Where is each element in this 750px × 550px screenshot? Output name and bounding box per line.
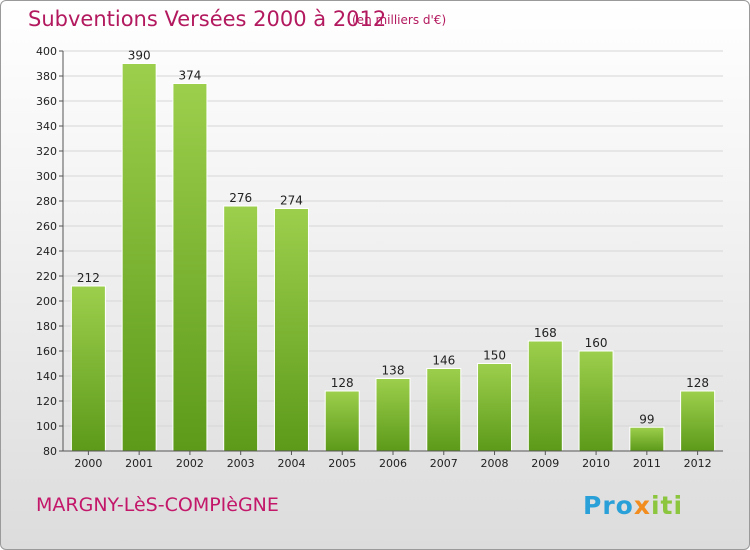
data-label-2011: 99 [639,412,654,426]
x-tick-label: 2004 [277,457,305,470]
bar-2005 [324,390,360,452]
data-label-2007: 146 [432,354,455,368]
y-tick-label: 160 [36,345,57,358]
data-label-2002: 374 [178,69,201,83]
x-tick-label: 2005 [328,457,356,470]
bar-2006 [375,378,411,452]
x-tick-label: 2006 [379,457,407,470]
y-tick-label: 260 [36,220,57,233]
bar-2008 [477,363,513,452]
x-tick-label: 2007 [430,457,458,470]
bar-2003 [223,205,259,452]
x-tick-label: 2001 [125,457,153,470]
bar-2007 [426,368,462,452]
proxiti-logo: Proxiti [583,491,684,520]
y-tick-label: 200 [36,295,57,308]
data-label-2009: 168 [534,326,557,340]
bar-2002 [172,83,208,452]
bar-2009 [527,340,563,452]
y-tick-label: 100 [36,420,57,433]
axes [59,50,723,455]
x-tick-label: 2010 [582,457,610,470]
y-tick-label: 280 [36,195,57,208]
data-label-2012: 128 [686,376,709,390]
bar-2000 [70,285,106,452]
x-tick-labels: 2000 2001 2002 2003 2004 2005 2006 2007 2008 2009… [74,457,711,470]
x-tick-label: 2002 [176,457,204,470]
data-label-2000: 212 [77,271,100,285]
bar-2001 [121,63,157,452]
y-tick-label: 120 [36,395,57,408]
x-tick-label: 2009 [531,457,559,470]
data-label-2003: 276 [229,191,252,205]
data-label-2004: 274 [280,194,303,208]
x-tick-label: 2000 [74,457,102,470]
place-name: MARGNY-LèS-COMPIèGNE [36,494,279,516]
y-tick-label: 360 [36,95,57,108]
bars [70,63,716,452]
x-tick-label: 2003 [227,457,255,470]
y-tick-labels: 80 100 120 140 160 180 200 220 240 260 280 300 320 34… [36,45,57,458]
data-label-2001: 390 [128,49,151,63]
y-tick-label: 180 [36,320,57,333]
x-tick-label: 2012 [684,457,712,470]
data-label-2006: 138 [382,364,405,378]
y-tick-label: 240 [36,245,57,258]
y-tick-label: 80 [43,445,57,458]
bar-2004 [273,208,309,452]
y-tick-label: 220 [36,270,57,283]
y-tick-label: 380 [36,70,57,83]
y-tick-label: 300 [36,170,57,183]
x-tick-label: 2008 [481,457,509,470]
x-tick-label: 2011 [633,457,661,470]
bar-2010 [578,350,614,452]
chart-title: Subventions Versées 2000 à 2012 [28,7,387,31]
y-tick-label: 320 [36,145,57,158]
y-tick-label: 400 [36,45,57,58]
y-tick-label: 140 [36,370,57,383]
bar-2011 [629,426,665,452]
data-label-2010: 160 [585,336,608,350]
data-label-2005: 128 [331,376,354,390]
bar-2012 [680,390,716,452]
data-label-2008: 150 [483,349,506,363]
data-labels: 212 390 374 276 274 128 138 146 150 168 160 99 128 [77,49,709,427]
chart-subtitle: (en milliers d'€) [352,13,447,27]
y-tick-label: 340 [36,120,57,133]
